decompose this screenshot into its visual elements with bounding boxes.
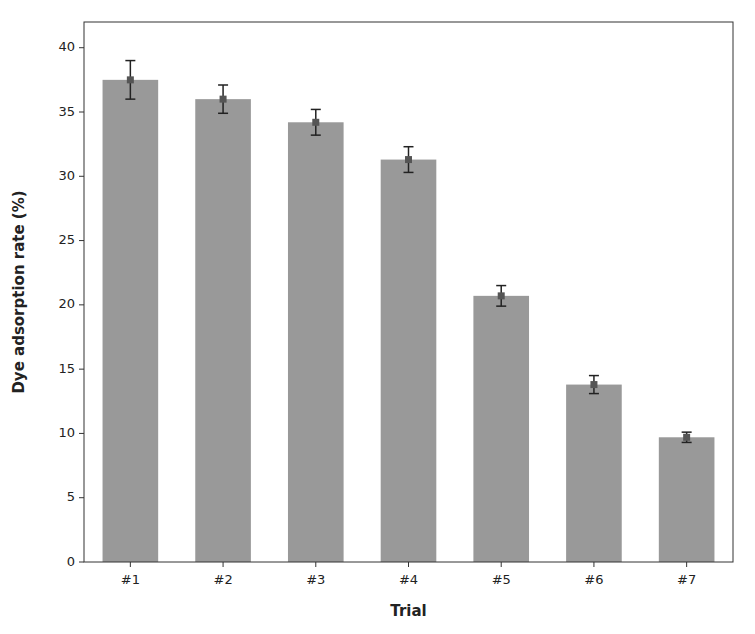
- chart-svg: 0 5 10 15 20 25 30 35 40 #1 #2 #3 #4 #5 #6 #7 Trial Dye a…: [0, 0, 755, 634]
- error-cap: [311, 109, 321, 111]
- bar: [381, 160, 437, 562]
- error-cap: [125, 60, 135, 62]
- error-bar: [125, 61, 135, 100]
- x-tick-label: #4: [399, 572, 418, 587]
- bar: [473, 296, 529, 562]
- marker: [405, 156, 412, 163]
- error-cap: [404, 146, 414, 148]
- y-tick: [79, 369, 84, 370]
- y-tick-label: 30: [58, 168, 75, 183]
- error-cap: [311, 134, 321, 136]
- error-bar: [218, 85, 228, 113]
- x-tick-label: #1: [121, 572, 140, 587]
- marker: [220, 96, 227, 103]
- error-cap: [218, 113, 228, 115]
- y-tick-label: 15: [58, 361, 75, 376]
- error-bar: [682, 432, 692, 442]
- y-tick: [79, 433, 84, 434]
- x-tick-label: #6: [584, 572, 603, 587]
- x-tick: [501, 562, 502, 567]
- error-bar: [311, 109, 321, 135]
- marker: [683, 434, 690, 441]
- y-tick: [79, 112, 84, 113]
- y-tick: [79, 176, 84, 177]
- y-tick: [79, 562, 84, 563]
- error-cap: [589, 375, 599, 377]
- x-tick: [315, 562, 316, 567]
- marker: [498, 292, 505, 299]
- plot-frame: [84, 22, 733, 562]
- y-axis-label: Dye adsorption rate (%): [10, 190, 28, 393]
- error-cap: [496, 285, 506, 287]
- x-tick: [408, 562, 409, 567]
- error-cap: [125, 98, 135, 100]
- error-cap: [589, 393, 599, 395]
- y-tick-label: 20: [58, 296, 75, 311]
- x-tick: [130, 562, 131, 567]
- bar: [288, 122, 344, 562]
- x-tick-label: #5: [492, 572, 511, 587]
- error-cap: [496, 305, 506, 307]
- error-cap: [682, 442, 692, 444]
- x-tick: [686, 562, 687, 567]
- bar: [103, 80, 159, 562]
- error-bar: [404, 147, 414, 173]
- bar: [659, 437, 715, 562]
- x-tick-label: #2: [213, 572, 232, 587]
- y-tick-label: 0: [67, 554, 75, 569]
- x-tick-label: #3: [306, 572, 325, 587]
- y-tick-label: 35: [58, 104, 75, 119]
- error-bar: [496, 286, 506, 307]
- x-tick: [223, 562, 224, 567]
- y-tick: [79, 497, 84, 498]
- y-tick: [79, 240, 84, 241]
- y-tick-label: 40: [58, 39, 75, 54]
- marker: [590, 381, 597, 388]
- marker: [127, 76, 134, 83]
- plot-area: [103, 61, 715, 562]
- y-tick-label: 10: [58, 425, 75, 440]
- bar: [195, 99, 251, 562]
- error-cap: [218, 84, 228, 86]
- x-tick: [593, 562, 594, 567]
- x-axis-label: Trial: [390, 602, 426, 620]
- x-tick-label: #7: [677, 572, 696, 587]
- chart-container: 0 5 10 15 20 25 30 35 40 #1 #2 #3 #4 #5 #6 #7 Trial Dye a…: [0, 0, 755, 634]
- y-tick: [79, 304, 84, 305]
- y-tick: [79, 47, 84, 48]
- bar: [566, 385, 622, 562]
- y-tick-label: 5: [67, 489, 75, 504]
- error-cap: [404, 172, 414, 174]
- y-tick-label: 25: [58, 232, 75, 247]
- error-bar: [589, 376, 599, 394]
- marker: [312, 119, 319, 126]
- error-cap: [682, 431, 692, 433]
